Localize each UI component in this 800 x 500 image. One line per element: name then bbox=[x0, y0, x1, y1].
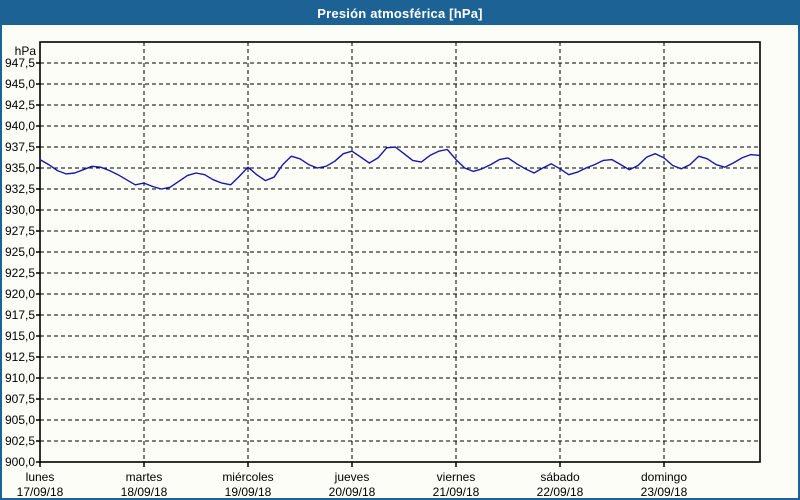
pressure-series-line bbox=[39, 146, 760, 190]
y-tick-label: 900,0 bbox=[5, 455, 35, 469]
y-tick-label: 907,5 bbox=[5, 392, 35, 406]
y-tick-label: 902,5 bbox=[5, 434, 35, 448]
x-day-name-label: lunes bbox=[26, 470, 55, 484]
x-day-date-label: 18/09/18 bbox=[121, 485, 168, 499]
y-tick-label: 932,5 bbox=[5, 182, 35, 196]
plot-border bbox=[39, 41, 761, 463]
window-title: Presión atmosférica [hPa] bbox=[317, 6, 483, 21]
y-tick-label: 942,5 bbox=[5, 98, 35, 112]
gridlines bbox=[40, 42, 760, 462]
y-tick-label: 925,0 bbox=[5, 245, 35, 259]
title-bar: Presión atmosférica [hPa] bbox=[2, 2, 798, 25]
y-tick-label: 935,0 bbox=[5, 161, 35, 175]
y-tick-label: 945,0 bbox=[5, 77, 35, 91]
y-tick-label: 920,0 bbox=[5, 287, 35, 301]
x-day-name-label: miércoles bbox=[222, 470, 273, 484]
y-tick-label: 937,5 bbox=[5, 140, 35, 154]
x-day-date-label: 22/09/18 bbox=[537, 485, 584, 499]
y-tick-label: 927,5 bbox=[5, 224, 35, 238]
y-unit-label: hPa bbox=[15, 44, 37, 58]
x-day-date-label: 21/09/18 bbox=[433, 485, 480, 499]
y-tick-label: 905,0 bbox=[5, 413, 35, 427]
y-tick-label: 922,5 bbox=[5, 266, 35, 280]
axis-ticks bbox=[36, 62, 665, 467]
x-day-name-label: jueves bbox=[334, 470, 370, 484]
x-day-name-label: domingo bbox=[641, 470, 687, 484]
y-tick-label: 947,5 bbox=[5, 56, 35, 70]
y-tick-label: 917,5 bbox=[5, 308, 35, 322]
x-day-date-label: 17/09/18 bbox=[17, 485, 64, 499]
x-day-date-label: 23/09/18 bbox=[641, 485, 688, 499]
y-tick-label: 910,0 bbox=[5, 371, 35, 385]
x-day-date-label: 20/09/18 bbox=[329, 485, 376, 499]
x-day-name-label: viernes bbox=[437, 470, 476, 484]
x-day-name-label: sábado bbox=[540, 470, 580, 484]
y-tick-label: 912,5 bbox=[5, 350, 35, 364]
y-tick-label: 940,0 bbox=[5, 119, 35, 133]
y-tick-label: 915,0 bbox=[5, 329, 35, 343]
x-day-date-label: 19/09/18 bbox=[225, 485, 272, 499]
x-day-name-label: martes bbox=[126, 470, 163, 484]
y-tick-label: 930,0 bbox=[5, 203, 35, 217]
